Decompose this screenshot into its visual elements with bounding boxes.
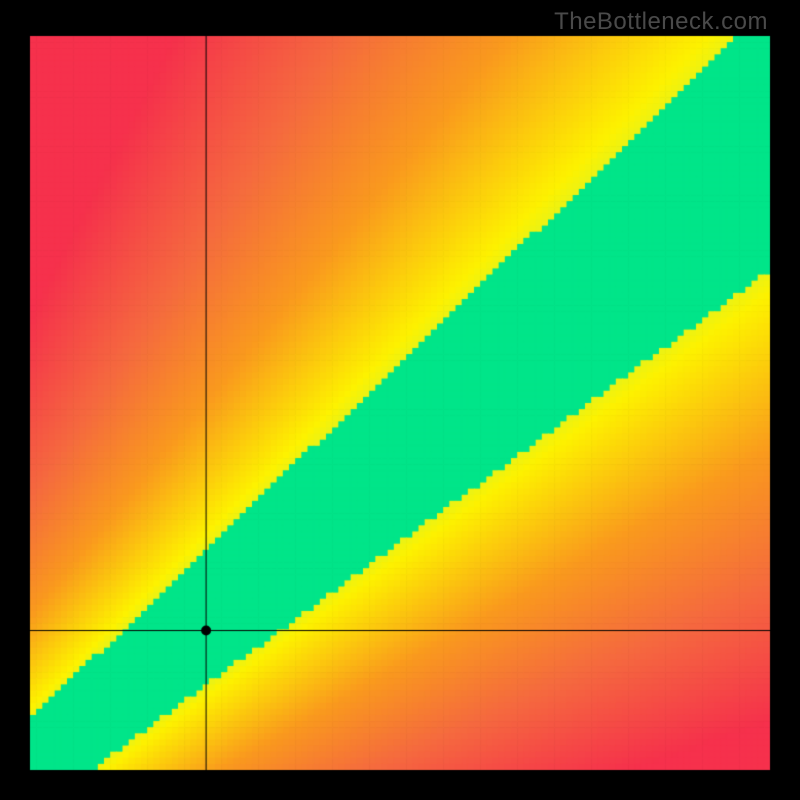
chart-container: TheBottleneck.com [0,0,800,800]
watermark-text: TheBottleneck.com [554,8,768,36]
heatmap-canvas [0,0,800,800]
